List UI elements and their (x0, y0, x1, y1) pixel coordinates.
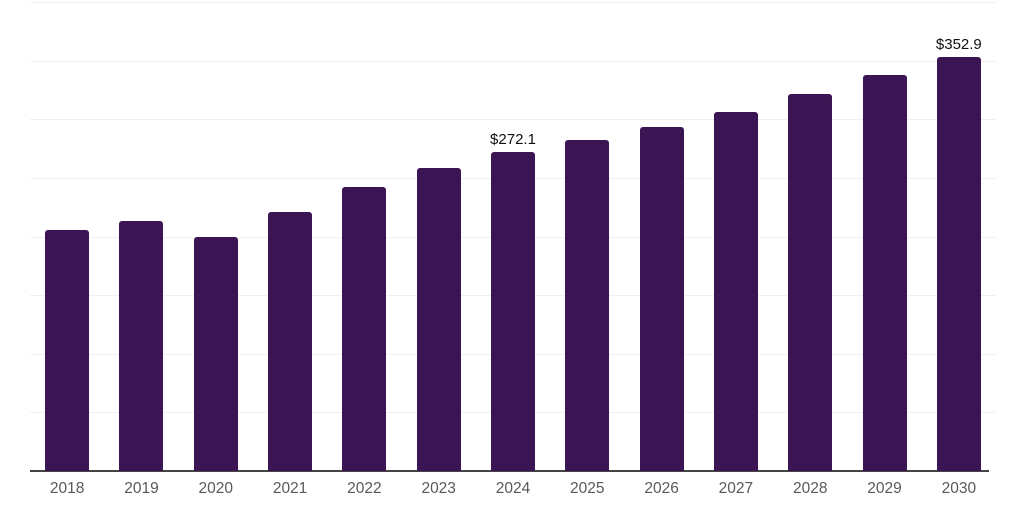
bar-2020[interactable] (193, 236, 238, 471)
x-tick-label-2025: 2025 (570, 480, 605, 497)
gridline-300 (30, 119, 996, 121)
x-tick-label-2022: 2022 (347, 480, 382, 497)
data-label-2024: $272.1 (490, 130, 536, 148)
x-tick-label-2026: 2026 (644, 480, 679, 497)
x-tick-label-2021: 2021 (272, 480, 308, 497)
bar-2030[interactable] (936, 57, 981, 471)
x-tick-label-2018: 2018 (49, 480, 85, 497)
x-tick-label-2023: 2023 (421, 480, 456, 497)
data-label-2030: $352.9 (935, 36, 982, 54)
x-tick-label-2030: 2030 (941, 480, 977, 497)
x-axis-line (30, 470, 990, 472)
x-tick-label-2027: 2027 (718, 480, 754, 497)
bar-2019[interactable] (119, 220, 164, 471)
gridline-350 (30, 60, 996, 62)
x-tick-label-2019: 2019 (124, 480, 159, 497)
bar-2027[interactable] (713, 111, 758, 471)
x-tick-label-2024: 2024 (495, 480, 531, 497)
x-tick-label-2020: 2020 (198, 480, 234, 497)
bar-2022[interactable] (342, 187, 387, 471)
bar-2026[interactable] (639, 127, 684, 471)
bar-2029[interactable] (862, 74, 907, 471)
gridline-400 (30, 2, 996, 3)
x-tick-label-2029: 2029 (867, 480, 902, 497)
plot-area: $272.1 $352.9 (30, 2, 996, 472)
bar-2028[interactable] (788, 93, 833, 471)
bar-2021[interactable] (268, 212, 313, 471)
bar-2018[interactable] (45, 229, 90, 471)
x-axis: 2018 2019 2020 2021 2022 2023 2024 2025 2026 2027… (30, 480, 996, 502)
bar-2023[interactable] (416, 167, 461, 471)
bar-2025[interactable] (565, 140, 610, 471)
x-tick-label-2028: 2028 (792, 480, 828, 497)
bar-2024[interactable] (491, 151, 535, 471)
